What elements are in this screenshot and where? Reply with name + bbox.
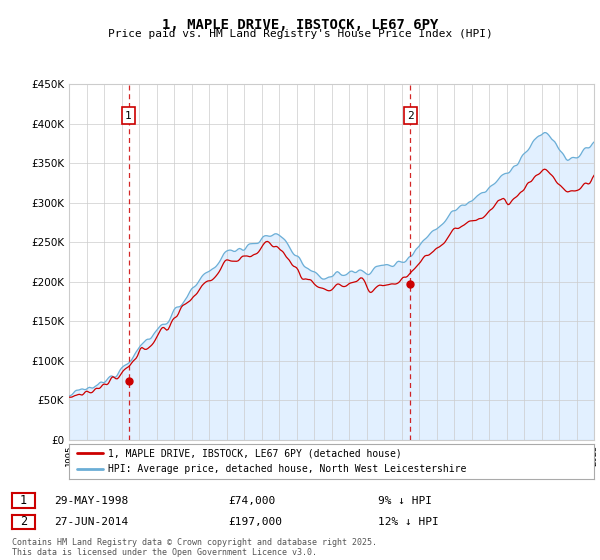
Point <box>406 279 415 288</box>
Text: 1: 1 <box>125 111 132 120</box>
Text: 2: 2 <box>20 515 27 529</box>
Text: 29-MAY-1998: 29-MAY-1998 <box>54 496 128 506</box>
Text: 12% ↓ HPI: 12% ↓ HPI <box>378 517 439 527</box>
Text: Price paid vs. HM Land Registry's House Price Index (HPI): Price paid vs. HM Land Registry's House … <box>107 29 493 39</box>
Text: 1: 1 <box>20 494 27 507</box>
Text: 27-JUN-2014: 27-JUN-2014 <box>54 517 128 527</box>
Text: £74,000: £74,000 <box>228 496 275 506</box>
Text: 1, MAPLE DRIVE, IBSTOCK, LE67 6PY: 1, MAPLE DRIVE, IBSTOCK, LE67 6PY <box>162 18 438 32</box>
Point <box>124 377 133 386</box>
Text: 9% ↓ HPI: 9% ↓ HPI <box>378 496 432 506</box>
Text: 1, MAPLE DRIVE, IBSTOCK, LE67 6PY (detached house): 1, MAPLE DRIVE, IBSTOCK, LE67 6PY (detac… <box>109 449 402 459</box>
Text: HPI: Average price, detached house, North West Leicestershire: HPI: Average price, detached house, Nort… <box>109 464 467 474</box>
Text: 2: 2 <box>407 111 413 120</box>
Text: Contains HM Land Registry data © Crown copyright and database right 2025.
This d: Contains HM Land Registry data © Crown c… <box>12 538 377 557</box>
Text: £197,000: £197,000 <box>228 517 282 527</box>
